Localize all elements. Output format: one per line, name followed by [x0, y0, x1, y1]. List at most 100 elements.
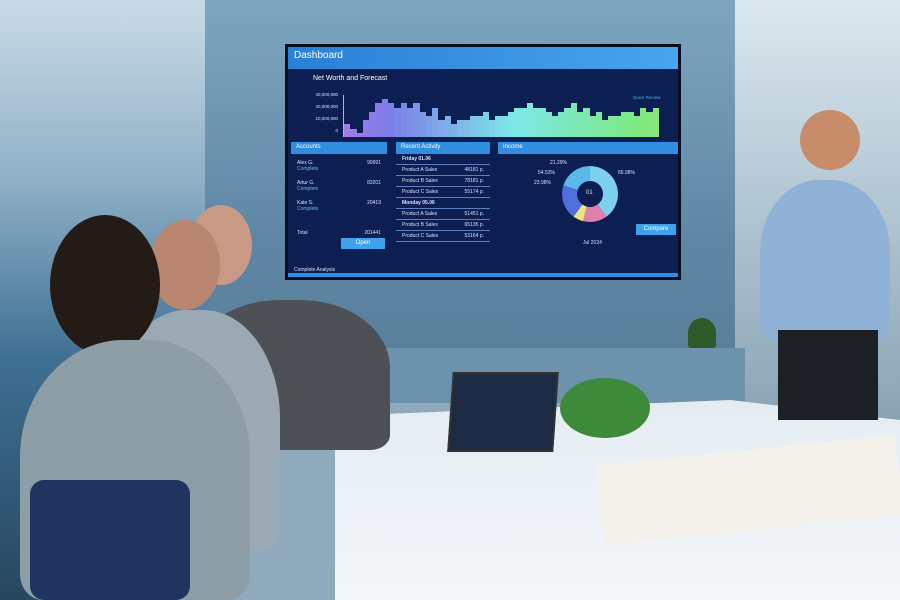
pct-label: 21.29%	[550, 160, 567, 166]
donut-slice	[590, 166, 618, 217]
chair	[30, 480, 190, 600]
open-button[interactable]: Open	[341, 238, 385, 249]
networth-bar	[608, 116, 615, 137]
activity-value: 53164 p.	[464, 233, 484, 239]
activity-value: 55174 p.	[464, 189, 484, 195]
presenter-head	[800, 110, 860, 170]
account-value: 99991	[367, 160, 381, 166]
account-row: Kate S. Complete 20419	[291, 198, 387, 214]
networth-bar	[602, 120, 609, 137]
account-value: 20419	[367, 200, 381, 206]
networth-bar	[400, 103, 407, 137]
networth-bar	[621, 111, 628, 137]
networth-bar	[646, 111, 653, 137]
pct-label: 65.98%	[618, 170, 635, 176]
networth-bar	[488, 120, 496, 137]
footer-bar	[288, 273, 678, 277]
y-tick: 20,000,000	[315, 104, 338, 109]
account-status: Complete	[297, 206, 319, 212]
activity-label: Product A Sales	[402, 167, 438, 173]
accounts-panel: Accounts Alex G. Complete 99991 Artur G. Com…	[291, 142, 387, 262]
networth-bar	[476, 116, 483, 137]
networth-bar	[350, 128, 357, 137]
networth-bar	[589, 116, 596, 137]
account-value: 83201	[367, 180, 381, 186]
activity-row: Product A Sales 48181 p.	[396, 165, 490, 176]
networth-bar	[362, 120, 370, 137]
presenter-trousers	[778, 330, 878, 420]
networth-bar	[551, 116, 559, 137]
account-row: Artur G. Complete 83201	[291, 178, 387, 194]
donut-center: 01	[586, 190, 593, 196]
y-tick: 40,000,000	[315, 92, 338, 97]
activity-value: 51451 p.	[464, 211, 484, 217]
activity-row: Product B Sales 78181 p.	[396, 176, 490, 187]
networth-title: Net Worth and Forecast	[313, 75, 388, 82]
donut-slice	[583, 204, 607, 222]
account-name: Alex G.	[297, 160, 314, 166]
networth-bar	[514, 107, 521, 137]
networth-bar	[482, 111, 489, 137]
activity-date: Monday 05.06	[396, 198, 490, 209]
compare-button[interactable]: Compare	[636, 224, 676, 235]
person-hair	[50, 215, 160, 355]
networth-chart	[343, 95, 659, 137]
presenter-shirt	[760, 180, 890, 340]
account-status: Complete	[297, 166, 319, 172]
networth-bar	[526, 103, 533, 137]
networth-bar	[469, 116, 477, 137]
networth-bar	[539, 107, 546, 137]
networth-bar	[501, 116, 508, 137]
y-tick: 10,000,000	[315, 116, 338, 121]
activity-value: 48181 p.	[464, 167, 484, 173]
networth-bar	[633, 116, 640, 137]
donut-slice	[563, 166, 590, 190]
networth-bar	[425, 116, 433, 137]
y-tick: 0	[335, 128, 338, 133]
networth-bar	[463, 120, 470, 137]
networth-bar	[532, 107, 540, 137]
income-panel: Income 01 21.29% 54.53% 23.98% 65.98% Co…	[498, 142, 678, 262]
total-label: Total	[297, 230, 308, 236]
activity-value: 78181 p.	[464, 178, 484, 184]
networth-bar	[406, 107, 414, 137]
donut-slice	[573, 204, 587, 222]
plant	[688, 318, 716, 348]
account-name: Artur G.	[297, 180, 315, 186]
plant-on-table	[560, 378, 650, 438]
income-title: Income	[498, 142, 678, 154]
networth-bar	[495, 116, 502, 137]
pct-label: 54.53%	[538, 170, 555, 176]
account-status: Complete	[297, 186, 319, 192]
accounts-title: Accounts	[291, 142, 387, 154]
networth-bar	[451, 124, 458, 137]
networth-bar	[388, 103, 395, 137]
quick-review-link[interactable]: Quick Review	[633, 95, 661, 100]
total-value: 201441	[364, 230, 381, 236]
pct-label: 23.98%	[534, 180, 551, 186]
activity-label: Product B Sales	[402, 178, 438, 184]
networth-bar	[564, 107, 571, 137]
networth-bar	[444, 116, 452, 137]
networth-bar	[570, 103, 577, 137]
networth-bar	[507, 111, 515, 137]
account-name: Kate S.	[297, 200, 314, 206]
networth-bar	[652, 107, 659, 137]
activity-row: Product B Sales 65135 p.	[396, 220, 490, 231]
networth-bar	[394, 107, 401, 137]
networth-bar	[419, 111, 426, 137]
networth-bar	[627, 111, 634, 137]
activity-row: Product C Sales 55174 p.	[396, 187, 490, 198]
networth-bar	[369, 111, 376, 137]
networth-bar	[583, 107, 590, 137]
networth-bar	[576, 111, 584, 137]
activity-label: Product C Sales	[402, 233, 439, 239]
networth-bar	[520, 107, 527, 137]
networth-bar	[356, 132, 363, 137]
laptop	[447, 372, 559, 452]
dashboard-header: Dashboard	[288, 47, 678, 69]
complete-analysis[interactable]: Complete Analysis	[294, 267, 336, 273]
tv-dashboard: Dashboard Net Worth and Forecast 40,000,…	[285, 44, 681, 280]
activity-label: Product C Sales	[402, 189, 439, 195]
activity-date: Friday 01.06	[396, 154, 490, 165]
